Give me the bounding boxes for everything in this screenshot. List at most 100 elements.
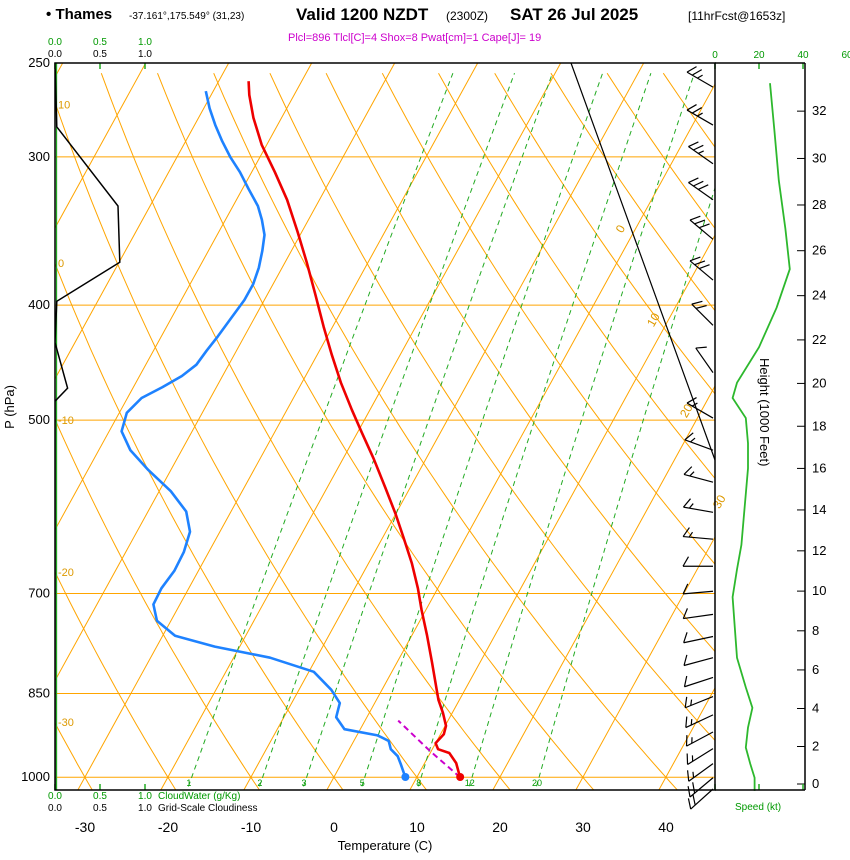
mixing-ratio-line	[534, 186, 715, 790]
scale-ticks	[54, 63, 804, 790]
mixing-ratio-label: 8	[416, 778, 421, 788]
cloudwater-scale-bottom-1: 0.5	[93, 791, 107, 802]
cloudiness-scale-top-2: 1.0	[138, 49, 152, 60]
valid-zulu: (2300Z)	[446, 9, 489, 23]
wind-barb-full	[686, 104, 697, 111]
cloudwater-scale-top-2: 1.0	[138, 37, 152, 48]
dry-adiabat-line	[381, 72, 715, 565]
wind-barb-staff	[688, 763, 714, 782]
wind-barb-staff	[691, 303, 714, 326]
wind-barb-full	[688, 177, 699, 184]
wind-barb-staff	[683, 590, 714, 595]
isotherm-line	[492, 385, 715, 790]
dry-adiabat-line	[438, 72, 715, 480]
plot-border	[54, 62, 806, 791]
wind-barb-staff	[689, 260, 714, 281]
wind-barb-full	[693, 144, 704, 151]
wind-barb-half	[697, 74, 703, 79]
mixing-ratio-line	[301, 73, 553, 790]
height-tick-label: 24	[812, 288, 826, 303]
dry-adiabat-line	[100, 73, 511, 790]
height-tick-label: 12	[812, 543, 826, 558]
cloudiness-axis-label: Grid-Scale Cloudiness	[158, 803, 258, 814]
pressure-tick-label: 250	[28, 55, 50, 70]
temperature-curve	[247, 81, 462, 778]
mixing-ratio-line	[416, 73, 652, 790]
height-tick-label: 22	[812, 332, 826, 347]
dry-adiabat-line	[55, 100, 428, 790]
station-bullet: •	[46, 6, 52, 23]
wind-barb-full	[683, 654, 688, 666]
wind-barb-staff	[689, 219, 714, 240]
temperature-tick-label: -30	[75, 819, 95, 835]
wind-barb-full	[682, 556, 690, 567]
speed-scale-0: 0	[712, 50, 718, 61]
skew-cut-line	[570, 62, 716, 461]
cloudwater-scale-top-1: 0.5	[93, 37, 107, 48]
stability-indices: Plcl=896 Tlcl[C]=4 Shox=8 Pwat[cm]=1 Cap…	[288, 32, 542, 44]
dry-adiabat-label: 10	[58, 99, 70, 111]
wind-barb-full	[682, 498, 691, 508]
pressure-tick-label: 500	[28, 412, 50, 427]
dry-adiabat-line	[213, 73, 679, 790]
height-tick-label: 26	[812, 243, 826, 258]
isotherm-line	[55, 63, 230, 380]
wind-barb-half	[689, 471, 695, 477]
wind-barb-half	[690, 437, 696, 443]
cloudiness-profile	[55, 63, 121, 790]
wind-barb-full	[682, 608, 688, 619]
wind-barb-staff	[689, 777, 714, 798]
wind-barb-full	[691, 300, 703, 305]
wind-speed-profile	[731, 83, 791, 791]
cloudiness-scale-top-0: 0.0	[48, 49, 62, 60]
height-tick-label: 16	[812, 460, 826, 475]
mixing-ratio-line	[360, 73, 604, 790]
wind-barb-half	[692, 771, 695, 778]
cloudiness-scale-bottom-1: 0.5	[93, 803, 107, 814]
mixing-ratio-line	[186, 73, 454, 790]
wind-barb-full	[683, 675, 688, 687]
wind-barb-half	[690, 718, 693, 726]
temperature-tick-label: 10	[409, 819, 425, 835]
height-tick-label: 6	[812, 662, 819, 677]
surface-dewpoint-dot	[401, 773, 410, 781]
isotherm-label: 10	[644, 310, 663, 329]
height-axis-label: Height (1000 Feet)	[757, 358, 772, 467]
wind-barbs	[682, 66, 714, 810]
wind-barb-staff	[683, 473, 714, 483]
pressure-tick-label: 700	[28, 585, 50, 600]
dry-adiabat-line	[55, 262, 344, 790]
wind-barb-staff	[683, 535, 714, 540]
wind-barb-full	[694, 219, 706, 225]
mixing-ratio-label: 3	[301, 778, 306, 788]
temperature-tick-label: 20	[492, 819, 508, 835]
pressure-tick-label: 850	[28, 685, 50, 700]
dry-adiabat-line	[0, 73, 11, 795]
isotherm-line	[77, 63, 479, 790]
forecast-hour: [11hrFcst@1653z]	[688, 9, 786, 23]
pressure-tick-label: 1000	[21, 769, 50, 784]
mixing-ratio-label: 1	[186, 778, 191, 788]
valid-time: Valid 1200 NZDT	[296, 5, 429, 24]
cloudwater-scale-top-0: 0.0	[48, 37, 62, 48]
pressure-axis-label: P (hPa)	[2, 385, 17, 429]
wind-barb-staff	[686, 402, 714, 419]
wind-barb-staff	[684, 676, 714, 688]
height-tick-label: 2	[812, 739, 819, 754]
dry-adiabat-label: -30	[58, 717, 74, 729]
height-tick-label: 8	[812, 623, 819, 638]
mixing-ratio-label: 20	[532, 778, 542, 788]
wind-barb-staff	[690, 788, 714, 810]
wind-barb-full	[686, 397, 697, 404]
wind-barb-staff	[683, 635, 714, 644]
wind-barb-full	[683, 466, 693, 475]
isotherm-line	[575, 535, 715, 790]
wind-barb-staff	[688, 182, 714, 201]
dry-adiabat-line	[269, 72, 715, 742]
wind-barb-staff	[687, 748, 714, 766]
height-tick-label: 30	[812, 150, 826, 165]
wind-barb-half	[691, 402, 698, 407]
height-tick-label: 0	[812, 776, 819, 791]
